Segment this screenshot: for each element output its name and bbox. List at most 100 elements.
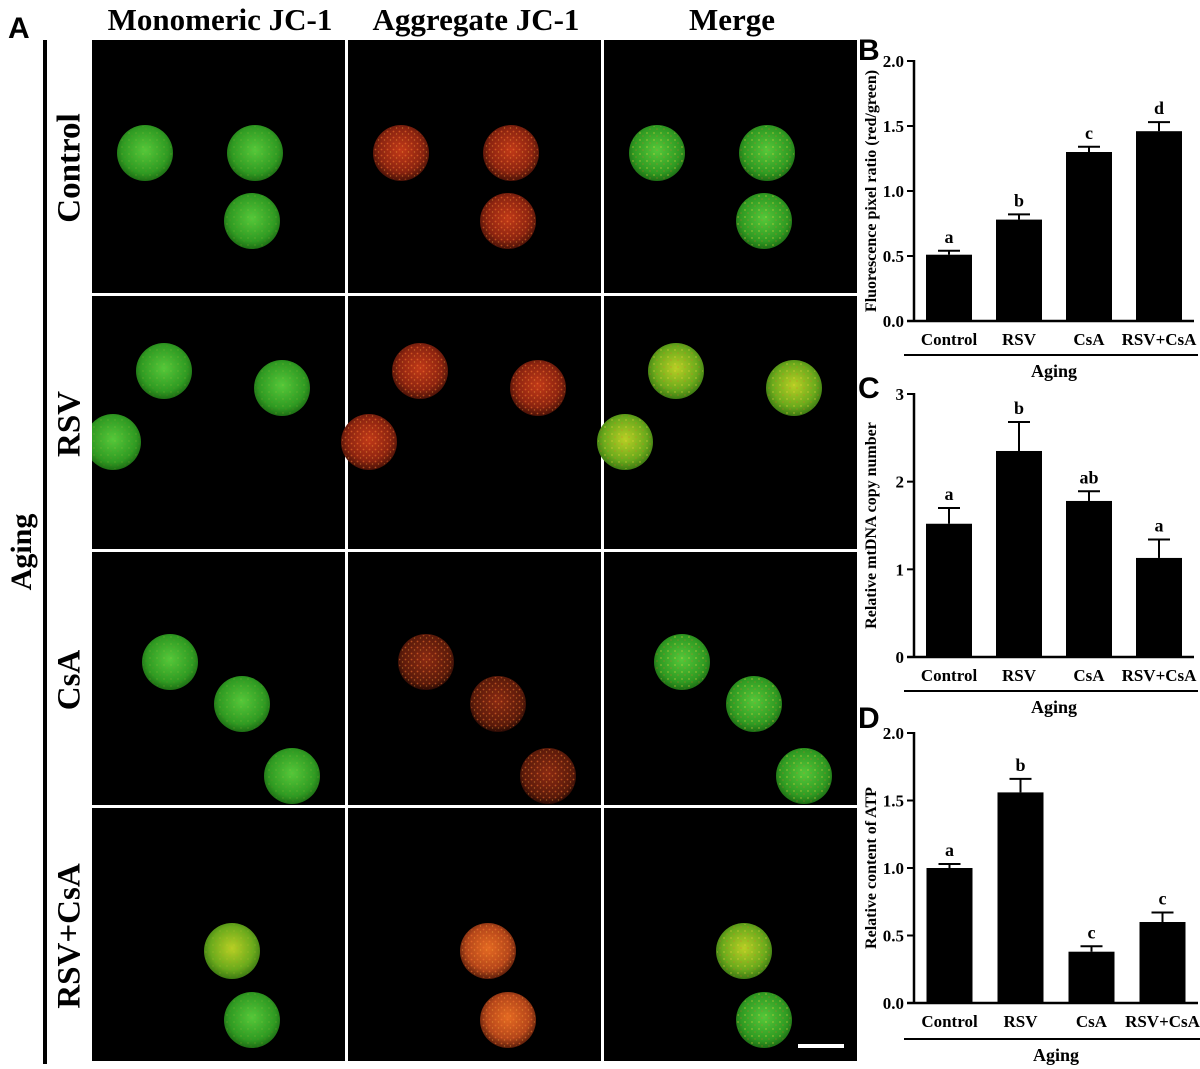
bar xyxy=(1139,922,1186,1003)
oocyte-speckle xyxy=(215,677,269,731)
category-label: CsA xyxy=(1073,666,1105,685)
micrograph-grid xyxy=(92,40,860,1064)
oocyte-speckle xyxy=(484,126,538,180)
bar xyxy=(1066,152,1112,321)
oocyte-speckle xyxy=(143,635,197,689)
y-tick-label: 1.0 xyxy=(883,182,904,201)
significance-letter: c xyxy=(1088,922,1096,942)
significance-letter: c xyxy=(1085,123,1093,143)
category-label: CsA xyxy=(1076,1012,1108,1031)
bar xyxy=(926,523,972,657)
oocyte-speckle xyxy=(265,749,319,803)
category-label: Control xyxy=(921,330,978,349)
significance-letter: a xyxy=(945,840,954,860)
row-label-csa: CsA xyxy=(51,649,88,711)
bar xyxy=(996,219,1042,321)
y-tick-label: 0.0 xyxy=(883,312,904,331)
oocyte-speckle xyxy=(717,924,771,978)
oocyte-speckle xyxy=(649,344,703,398)
y-tick-label: 0.5 xyxy=(883,927,904,946)
column-header-aggregate: Aggregate JC-1 xyxy=(372,2,580,37)
category-label: RSV+CsA xyxy=(1125,1012,1200,1031)
chart-d: D 0.0 0.5 1.0 1.5 2.0 Relative content of ATP a… xyxy=(858,702,1200,1065)
y-tick-label: 2 xyxy=(896,473,905,492)
oocyte-speckle xyxy=(481,194,535,248)
y-tick-label: 2.0 xyxy=(883,52,904,71)
oocyte-speckle xyxy=(399,635,453,689)
bar xyxy=(1136,131,1182,321)
oocyte-speckle xyxy=(767,361,821,415)
scale-bar xyxy=(798,1044,844,1048)
oocyte-speckle xyxy=(393,344,447,398)
aging-side-label: Aging xyxy=(5,513,38,591)
panel-letter: B xyxy=(858,34,880,67)
row-label-rsv: RSV xyxy=(51,390,88,458)
category-label: RSV xyxy=(1002,330,1037,349)
significance-letter: a xyxy=(1155,516,1164,536)
oocyte-speckle xyxy=(727,677,781,731)
oocyte-speckle xyxy=(630,126,684,180)
bar xyxy=(996,450,1042,657)
significance-letter: a xyxy=(945,227,954,247)
bar xyxy=(926,254,972,321)
y-tick-label: 1.5 xyxy=(883,117,904,136)
aging-bracket xyxy=(43,40,47,1064)
oocyte-speckle xyxy=(655,635,709,689)
significance-letter: ab xyxy=(1079,467,1098,487)
y-axis-label: Fluorescence pixel ratio (red/green) xyxy=(863,70,880,312)
bar xyxy=(926,868,973,1003)
panel-letter: D xyxy=(858,702,880,735)
bar xyxy=(1066,500,1112,657)
oocyte-speckle xyxy=(205,924,259,978)
micrograph-tile xyxy=(92,296,345,549)
oocyte-speckle xyxy=(481,993,535,1047)
oocyte-speckle xyxy=(137,344,191,398)
oocyte-speckle xyxy=(740,126,794,180)
significance-letter: b xyxy=(1015,755,1025,775)
category-label: RSV+CsA xyxy=(1122,330,1198,349)
y-axis-label: Relative content of ATP xyxy=(863,787,880,949)
y-tick-label: 0.0 xyxy=(883,994,904,1013)
oocyte-speckle xyxy=(777,749,831,803)
chart-c: C 0 1 2 3 Relative mtDNA copy number a Control b… xyxy=(858,372,1198,717)
significance-letter: b xyxy=(1014,398,1024,418)
y-tick-label: 0 xyxy=(896,648,905,667)
category-label: RSV xyxy=(1003,1012,1038,1031)
y-tick-label: 1.0 xyxy=(883,859,904,878)
oocyte-speckle xyxy=(228,126,282,180)
category-label: RSV+CsA xyxy=(1122,666,1198,685)
oocyte-speckle xyxy=(471,677,525,731)
significance-letter: c xyxy=(1159,889,1167,909)
micrograph-tile xyxy=(348,296,601,549)
bar xyxy=(997,792,1044,1003)
oocyte-speckle xyxy=(737,194,791,248)
oocyte-speckle xyxy=(374,126,428,180)
panel-letter: C xyxy=(858,372,880,405)
x-axis-label: Aging xyxy=(1033,1045,1079,1065)
oocyte-speckle xyxy=(92,415,140,469)
y-tick-label: 0.5 xyxy=(883,247,904,266)
oocyte-speckle xyxy=(225,993,279,1047)
oocyte-speckle xyxy=(118,126,172,180)
y-tick-label: 3 xyxy=(896,385,905,404)
category-label: Control xyxy=(921,1012,978,1031)
panel-letter-a: A xyxy=(8,12,30,45)
oocyte-speckle xyxy=(461,924,515,978)
oocyte-speckle xyxy=(342,415,396,469)
significance-letter: a xyxy=(945,484,954,504)
x-axis-label: Aging xyxy=(1031,361,1077,381)
y-axis-label: Relative mtDNA copy number xyxy=(863,422,880,629)
row-label-rsv-csa: RSV+CsA xyxy=(51,863,88,1009)
bar xyxy=(1068,951,1115,1003)
oocyte-speckle xyxy=(521,749,575,803)
category-label: RSV xyxy=(1002,666,1037,685)
y-tick-label: 1.5 xyxy=(883,792,904,811)
significance-letter: d xyxy=(1154,98,1164,118)
column-header-merge: Merge xyxy=(688,2,776,37)
bar xyxy=(1136,557,1182,657)
oocyte-speckle xyxy=(511,361,565,415)
y-tick-label: 1 xyxy=(896,560,905,579)
oocyte-speckle xyxy=(255,361,309,415)
